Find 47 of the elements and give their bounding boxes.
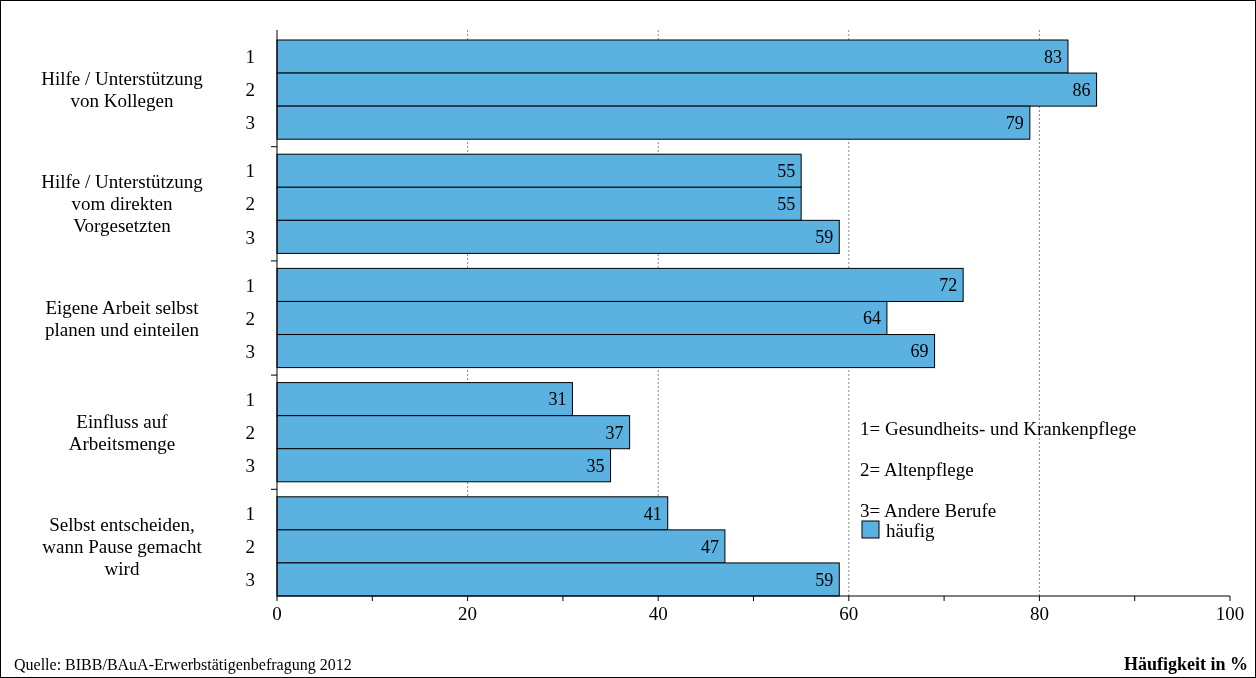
y-tick-label: 2 [245, 307, 255, 329]
data-label: 55 [777, 194, 796, 215]
y-tick-label: 3 [245, 226, 255, 248]
y-tick-label: 1 [245, 274, 255, 296]
y-tick-label: 2 [245, 193, 255, 215]
annotation: 1= Gesundheits- und Krankenpflege [860, 417, 1137, 439]
y-tick-label: 1 [245, 388, 255, 410]
y-tick-label: 3 [245, 112, 255, 134]
y-tick-label: 2 [245, 536, 255, 558]
data-label: 37 [605, 422, 624, 443]
x-tick-label: 60 [839, 603, 859, 624]
data-label: 64 [862, 308, 881, 329]
x-axis-title: Häufigkeit in % [1123, 654, 1248, 674]
y-tick-label: 2 [245, 79, 255, 101]
x-tick-label: 40 [648, 603, 668, 624]
text: Hilfe / Unterstützung vom direkten Vorgesetzten [41, 171, 204, 237]
y-tick-label: 3 [245, 340, 255, 362]
data-label: 83 [1043, 46, 1062, 67]
data-label: 59 [815, 569, 834, 590]
annotation: 2= Altenpflege [860, 458, 974, 480]
text: Selbst entscheiden, wann Pause gemacht wird [42, 514, 203, 580]
data-label: 47 [700, 536, 719, 557]
data-label: 79 [1005, 112, 1024, 133]
y-tick-label: 1 [245, 502, 255, 524]
data-label: 72 [939, 275, 958, 296]
y-tick-label: 3 [245, 569, 255, 591]
x-tick-label: 0 [272, 603, 282, 624]
data-label: 86 [1072, 79, 1091, 100]
text: Einfluss auf Arbeitsmenge [68, 410, 176, 454]
text: Eigene Arbeit selbst planen und einteilen [44, 296, 200, 340]
data-label: 55 [777, 161, 796, 182]
data-label: 69 [910, 341, 929, 362]
text: Hilfe / Unterstützung von Kollegen [41, 68, 204, 112]
annotation: 3= Andere Berufe [860, 499, 997, 521]
legend-label: häufig [886, 519, 936, 541]
x-tick-label: 80 [1029, 603, 1049, 624]
y-tick-label: 1 [245, 160, 255, 182]
y-tick-label: 2 [245, 421, 255, 443]
data-label: 35 [586, 455, 605, 476]
y-tick-label: 1 [245, 46, 255, 68]
data-label: 31 [548, 389, 567, 410]
data-label: 41 [643, 503, 662, 524]
x-tick-label: 100 [1215, 603, 1245, 624]
y-tick-label: 3 [245, 454, 255, 476]
x-tick-label: 20 [458, 603, 478, 624]
source-note: Quelle: BIBB/BAuA-Erwerbstätigenbefragung 2012 [14, 656, 352, 674]
data-label: 59 [815, 227, 834, 248]
